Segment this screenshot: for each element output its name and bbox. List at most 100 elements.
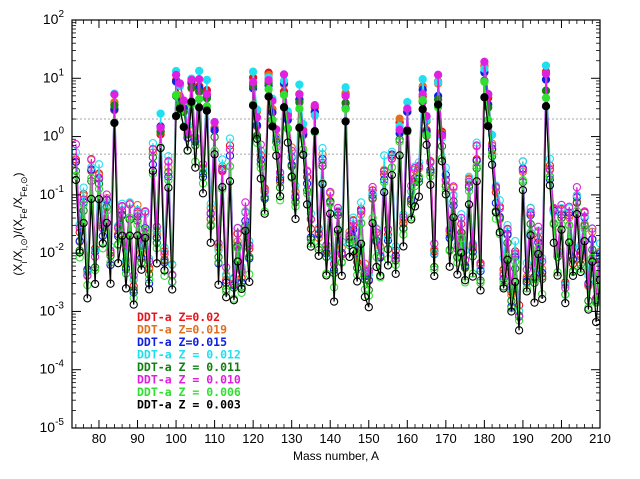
data-point xyxy=(356,207,366,216)
data-point xyxy=(287,146,296,156)
legend-entry: DDT-a Z = 0.010 xyxy=(137,373,241,387)
data-point xyxy=(102,202,111,212)
data-point xyxy=(503,255,512,264)
data-point xyxy=(237,288,246,297)
data-point xyxy=(557,220,566,229)
x-tick-label: 210 xyxy=(589,431,611,446)
data-point xyxy=(218,155,227,164)
data-point xyxy=(349,216,358,226)
data-point xyxy=(156,123,165,132)
data-point xyxy=(368,219,377,228)
data-point xyxy=(326,199,335,208)
data-point xyxy=(191,141,200,150)
data-point xyxy=(168,285,177,294)
data-point xyxy=(464,186,474,196)
data-point xyxy=(356,218,366,227)
data-point xyxy=(511,257,520,266)
data-point xyxy=(287,162,296,171)
data-point xyxy=(268,122,277,131)
data-point xyxy=(487,160,497,169)
data-point xyxy=(110,118,119,128)
data-point xyxy=(222,263,231,272)
data-point xyxy=(418,75,427,84)
data-point xyxy=(368,182,377,192)
data-point xyxy=(407,215,416,224)
data-point xyxy=(364,303,373,312)
data-point xyxy=(534,222,543,231)
data-point xyxy=(318,158,327,168)
data-point xyxy=(322,240,331,250)
data-point xyxy=(306,215,316,224)
data-point xyxy=(526,203,535,212)
data-point xyxy=(565,221,574,230)
x-tick-label: 110 xyxy=(204,431,225,446)
data-point xyxy=(302,200,312,209)
data-point xyxy=(210,150,219,159)
data-point xyxy=(430,271,439,281)
data-point xyxy=(171,90,181,100)
data-point xyxy=(156,143,165,153)
data-point xyxy=(225,177,235,186)
data-point xyxy=(464,172,474,181)
data-point xyxy=(534,249,543,259)
data-point xyxy=(484,121,493,131)
data-point xyxy=(576,267,585,277)
x-tick-label: 120 xyxy=(242,431,264,446)
x-tick-label: 150 xyxy=(358,431,380,446)
data-point xyxy=(441,176,450,185)
data-point xyxy=(383,224,393,234)
data-point xyxy=(526,207,535,217)
data-point xyxy=(326,187,335,197)
data-point xyxy=(568,271,578,280)
data-point xyxy=(526,231,535,240)
data-point xyxy=(148,145,158,154)
data-point xyxy=(464,200,474,209)
data-point xyxy=(195,103,204,112)
data-point xyxy=(98,239,107,248)
data-point xyxy=(318,179,327,189)
data-point xyxy=(222,293,231,302)
data-point xyxy=(507,307,516,316)
data-point xyxy=(580,224,589,234)
legend-entry: DDT-a Z = 0.006 xyxy=(137,385,241,399)
data-point xyxy=(453,270,462,279)
data-point xyxy=(279,70,289,79)
data-point xyxy=(541,102,551,111)
data-point xyxy=(584,305,593,314)
data-point xyxy=(229,296,239,305)
data-point xyxy=(595,269,600,278)
data-point xyxy=(565,238,574,247)
data-point xyxy=(171,111,181,121)
data-point xyxy=(380,151,389,160)
data-point xyxy=(272,151,281,160)
legend-entry: DDT-a Z=0.019 xyxy=(137,323,227,337)
data-point xyxy=(418,95,427,105)
data-point xyxy=(256,174,265,183)
data-point xyxy=(541,61,551,70)
data-point xyxy=(410,181,420,191)
data-point xyxy=(399,242,408,251)
data-point xyxy=(545,181,555,190)
data-point xyxy=(449,213,458,222)
data-point xyxy=(299,150,308,160)
data-point xyxy=(395,114,404,123)
data-point xyxy=(380,166,389,176)
data-point xyxy=(241,221,250,231)
data-point xyxy=(368,213,377,223)
data-point xyxy=(329,297,339,306)
data-point xyxy=(403,104,412,113)
data-point xyxy=(225,134,235,143)
data-point xyxy=(457,228,466,237)
data-point xyxy=(164,157,173,166)
data-point xyxy=(349,247,358,256)
data-point xyxy=(534,243,543,253)
data-point xyxy=(83,294,92,303)
data-point xyxy=(460,276,470,285)
data-point xyxy=(275,168,285,177)
data-point xyxy=(468,240,477,250)
data-point xyxy=(518,157,528,166)
data-point xyxy=(422,140,431,149)
data-point xyxy=(264,85,273,94)
data-point xyxy=(595,275,600,285)
data-point xyxy=(360,292,370,302)
